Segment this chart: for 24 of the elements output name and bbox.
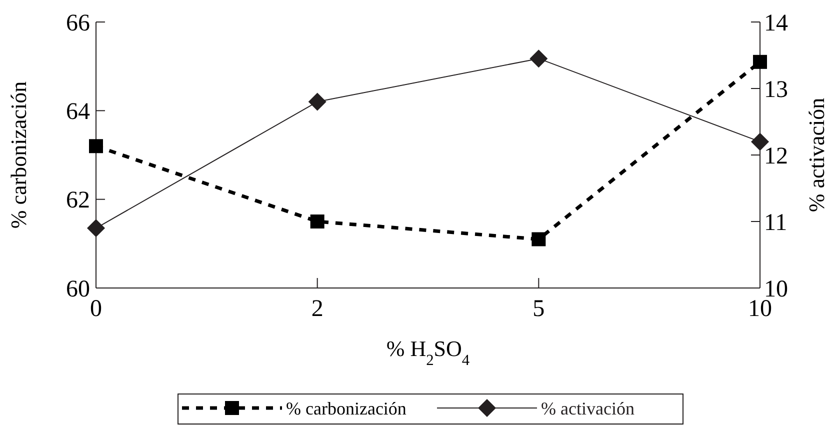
point bbox=[87, 219, 105, 238]
y-tick-label: 66 bbox=[66, 10, 90, 36]
point bbox=[308, 92, 326, 111]
text: % activación bbox=[541, 398, 634, 418]
x-tick-label: 10 bbox=[748, 296, 772, 322]
y-axis-title: % carbonización bbox=[6, 81, 31, 229]
y-tick-label: 64 bbox=[66, 99, 90, 126]
y-tick-label: 60 bbox=[66, 276, 90, 302]
point bbox=[310, 214, 324, 228]
y2-tick-label: 13 bbox=[764, 76, 788, 103]
x-tick-label: 2 bbox=[311, 296, 324, 322]
point bbox=[530, 50, 548, 68]
point bbox=[753, 54, 767, 69]
point bbox=[89, 139, 103, 154]
y-tick-label: 62 bbox=[66, 188, 90, 214]
y2-tick-label: 11 bbox=[764, 210, 788, 236]
text: % carbonización bbox=[286, 398, 406, 418]
y2-tick-label: 12 bbox=[764, 143, 788, 170]
x-axis-title: % H$_{2}$SO$_{4}$ bbox=[386, 336, 470, 368]
x-tick-label: 0 bbox=[90, 296, 102, 322]
x-tick-label: 5 bbox=[532, 296, 545, 322]
y2-tick-label: 14 bbox=[764, 10, 788, 36]
point bbox=[532, 232, 546, 246]
y2-axis-title: % activación bbox=[804, 98, 829, 212]
